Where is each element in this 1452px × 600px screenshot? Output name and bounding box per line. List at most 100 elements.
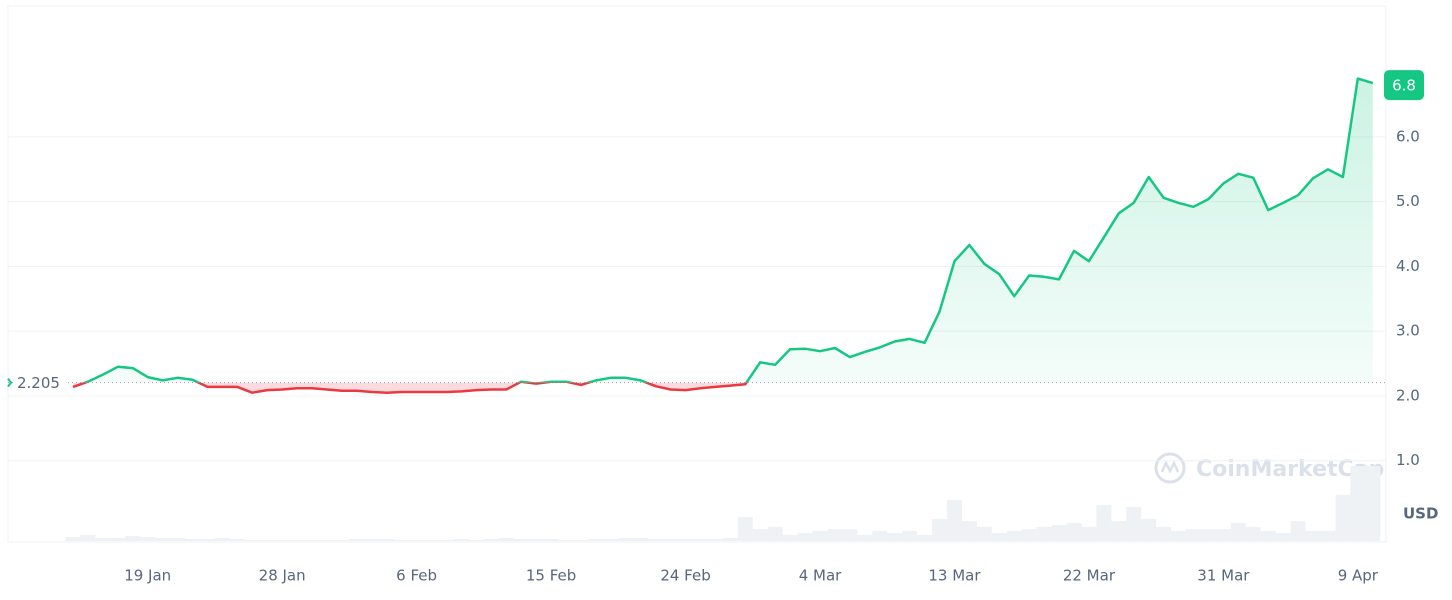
- y-tick-label: 2.0: [1396, 386, 1420, 404]
- volume-bar: [857, 535, 873, 541]
- volume-bar: [394, 540, 410, 541]
- volume-bar: [80, 535, 96, 541]
- volume-bar: [663, 539, 679, 541]
- volume-bar: [1305, 531, 1321, 541]
- volume-bar: [902, 531, 918, 541]
- x-tick-label: 15 Feb: [526, 567, 576, 585]
- volume-bar: [932, 519, 948, 541]
- volume-bar: [1350, 466, 1366, 541]
- volume-bar: [110, 538, 126, 541]
- volume-bar: [991, 533, 1007, 541]
- volume-bar: [289, 540, 305, 541]
- volume-bar: [1215, 529, 1231, 541]
- volume-bar: [1156, 527, 1172, 541]
- volume-bar: [528, 539, 544, 541]
- volume-bar: [558, 540, 574, 541]
- volume-bar: [274, 540, 290, 541]
- x-tick-label: 31 Mar: [1197, 567, 1250, 585]
- price-line-up: [81, 77, 1374, 383]
- volume-bar: [1006, 531, 1022, 541]
- volume-bar: [409, 540, 425, 541]
- x-tick-label: 9 Apr: [1338, 567, 1379, 585]
- volume-bar: [424, 540, 440, 541]
- price-line-down: [72, 382, 748, 394]
- volume-bar: [603, 539, 619, 541]
- volume-bar: [1096, 505, 1112, 541]
- plot-frame: [7, 5, 1387, 543]
- volume-bar: [155, 538, 171, 541]
- volume-bar: [1320, 531, 1336, 541]
- volume-bar: [782, 535, 798, 541]
- volume-bar: [767, 527, 783, 541]
- y-tick-label: 1.0: [1396, 451, 1420, 469]
- volume-bar: [812, 531, 828, 541]
- watermark: CoinMarketCap: [1154, 452, 1384, 484]
- volume-bar: [170, 538, 186, 541]
- price-badge-label: 6.8: [1392, 77, 1416, 95]
- volume-bar: [1200, 529, 1216, 541]
- volume-bar: [618, 538, 634, 541]
- volume-bar: [364, 539, 380, 541]
- volume-bar: [842, 529, 858, 541]
- x-tick-label: 13 Mar: [928, 567, 981, 585]
- volume-bar: [259, 540, 275, 541]
- volume-bar: [1171, 531, 1187, 541]
- volume-bar: [439, 540, 454, 541]
- volume-bar: [692, 539, 708, 541]
- y-tick-label: 6.0: [1396, 127, 1420, 145]
- price-badge: [1384, 70, 1424, 101]
- volume-bar: [1365, 466, 1381, 541]
- volume-bar: [752, 529, 768, 541]
- volume-bar: [95, 538, 111, 541]
- baseline-marker: [7, 378, 13, 388]
- baseline-label-bg: [14, 372, 66, 393]
- volume-bar: [946, 500, 962, 541]
- volume-bar: [1051, 525, 1067, 541]
- volume-bar: [1111, 521, 1127, 541]
- volume-bar: [1290, 521, 1306, 541]
- volume-bar: [1186, 529, 1201, 541]
- volume-bar: [319, 540, 335, 541]
- volume-bar: [125, 536, 141, 541]
- volume-bar: [453, 539, 469, 541]
- volume-bar: [722, 538, 738, 541]
- volume-bar: [483, 539, 499, 541]
- baseline-label: 2.205: [17, 374, 60, 392]
- volume-bar: [1141, 519, 1157, 541]
- volume-bar: [498, 538, 514, 541]
- x-tick-label: 22 Mar: [1063, 567, 1116, 585]
- volume-bar: [513, 539, 529, 541]
- x-tick-label: 24 Feb: [660, 567, 710, 585]
- volume-bar: [468, 540, 484, 541]
- volume-bar: [588, 539, 604, 541]
- volume-bar: [1335, 495, 1351, 541]
- volume-bar: [827, 529, 843, 541]
- volume-bar: [961, 521, 977, 541]
- volume-bar: [678, 539, 694, 541]
- y-tick-label: 3.0: [1396, 322, 1420, 340]
- volume-bar: [185, 539, 201, 541]
- volume-bar: [349, 539, 365, 541]
- x-tick-label: 6 Feb: [396, 567, 437, 585]
- price-area-up: [73, 78, 1373, 383]
- volume-bar: [1245, 527, 1261, 541]
- volume-bar: [573, 540, 589, 541]
- volume-bar: [334, 540, 350, 541]
- y-unit: USD: [1403, 505, 1438, 523]
- volume-bar: [1230, 523, 1246, 541]
- volume-bar: [1066, 523, 1082, 541]
- volume-bar: [1081, 527, 1097, 541]
- volume-bar: [1260, 531, 1276, 541]
- y-tick-label: 5.0: [1396, 192, 1420, 210]
- volume-bar: [244, 540, 260, 541]
- volume-bar: [214, 538, 230, 541]
- volume-bar: [140, 537, 156, 541]
- volume-bar: [1275, 533, 1291, 541]
- volume-bar: [648, 539, 664, 541]
- price-area-down: [73, 382, 747, 393]
- volume-bar: [737, 517, 753, 541]
- volume-bar: [229, 539, 245, 541]
- volume-bar: [872, 531, 888, 541]
- volume-bar: [199, 539, 215, 541]
